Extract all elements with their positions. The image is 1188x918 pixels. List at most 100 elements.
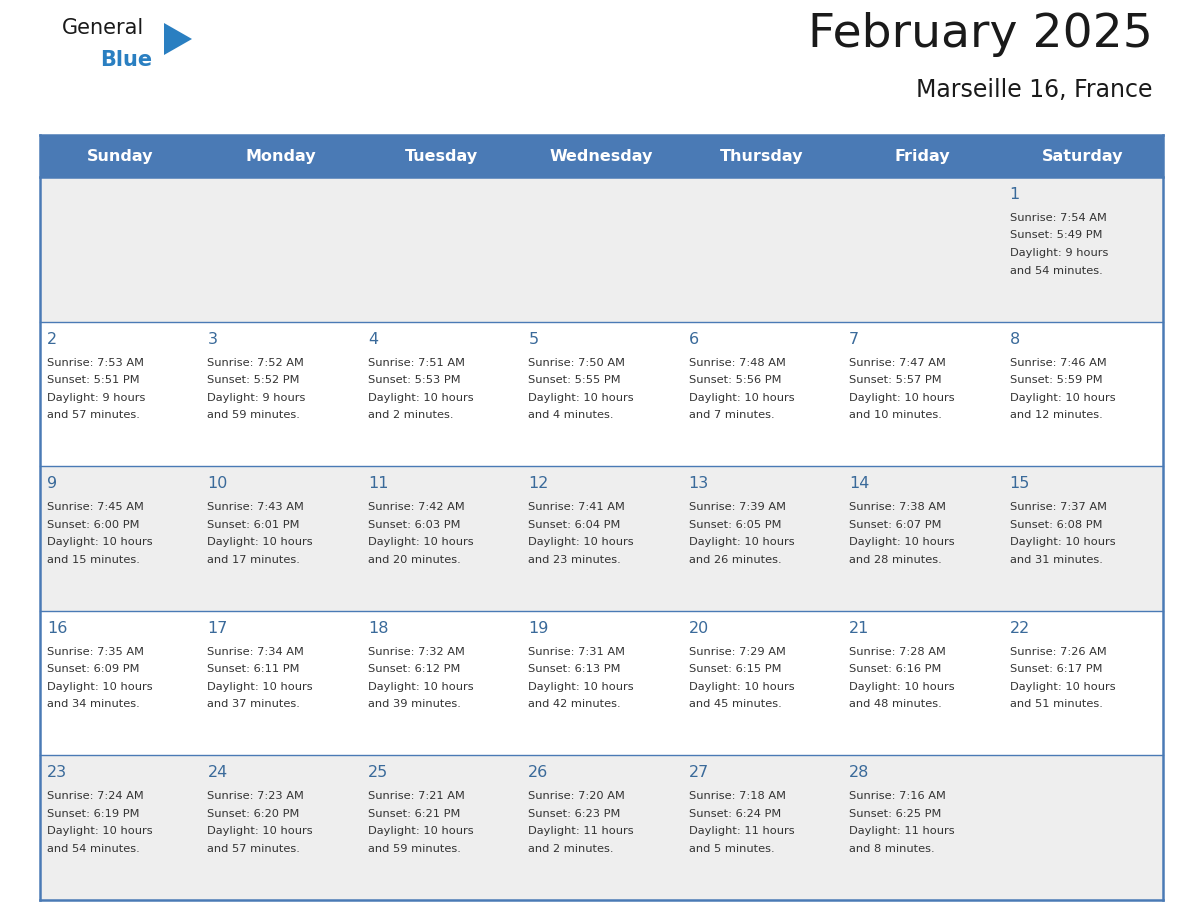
Text: Sunrise: 7:45 AM: Sunrise: 7:45 AM	[48, 502, 144, 512]
Text: Sunrise: 7:41 AM: Sunrise: 7:41 AM	[529, 502, 625, 512]
Text: Sunrise: 7:48 AM: Sunrise: 7:48 AM	[689, 358, 785, 367]
Text: Friday: Friday	[895, 149, 950, 163]
Text: Daylight: 10 hours: Daylight: 10 hours	[368, 682, 474, 692]
FancyBboxPatch shape	[40, 321, 1163, 466]
Text: 24: 24	[208, 766, 228, 780]
Text: Sunset: 6:12 PM: Sunset: 6:12 PM	[368, 665, 460, 675]
Text: Saturday: Saturday	[1042, 149, 1124, 163]
Text: 20: 20	[689, 621, 709, 636]
Text: Monday: Monday	[246, 149, 316, 163]
Text: and 48 minutes.: and 48 minutes.	[849, 700, 942, 710]
Text: and 34 minutes.: and 34 minutes.	[48, 700, 140, 710]
Text: Sunrise: 7:42 AM: Sunrise: 7:42 AM	[368, 502, 465, 512]
Text: Sunset: 6:08 PM: Sunset: 6:08 PM	[1010, 520, 1102, 530]
Text: 13: 13	[689, 476, 709, 491]
Text: 9: 9	[48, 476, 57, 491]
Text: February 2025: February 2025	[808, 12, 1154, 57]
Text: 28: 28	[849, 766, 870, 780]
FancyBboxPatch shape	[40, 177, 1163, 321]
Text: Marseille 16, France: Marseille 16, France	[916, 78, 1154, 102]
Text: and 59 minutes.: and 59 minutes.	[208, 410, 301, 420]
FancyBboxPatch shape	[40, 135, 1163, 177]
Text: and 10 minutes.: and 10 minutes.	[849, 410, 942, 420]
Text: Sunrise: 7:37 AM: Sunrise: 7:37 AM	[1010, 502, 1106, 512]
Text: Daylight: 10 hours: Daylight: 10 hours	[1010, 393, 1116, 403]
Text: Sunrise: 7:16 AM: Sunrise: 7:16 AM	[849, 791, 946, 801]
Text: 19: 19	[529, 621, 549, 636]
Text: Sunset: 6:05 PM: Sunset: 6:05 PM	[689, 520, 782, 530]
Text: Daylight: 10 hours: Daylight: 10 hours	[689, 682, 795, 692]
Text: 23: 23	[48, 766, 68, 780]
Text: Sunrise: 7:35 AM: Sunrise: 7:35 AM	[48, 647, 144, 656]
Text: Daylight: 9 hours: Daylight: 9 hours	[48, 393, 145, 403]
Text: Sunrise: 7:29 AM: Sunrise: 7:29 AM	[689, 647, 785, 656]
Text: and 59 minutes.: and 59 minutes.	[368, 844, 461, 854]
Text: and 8 minutes.: and 8 minutes.	[849, 844, 935, 854]
Text: Thursday: Thursday	[720, 149, 803, 163]
Text: and 28 minutes.: and 28 minutes.	[849, 554, 942, 565]
Text: Sunrise: 7:34 AM: Sunrise: 7:34 AM	[208, 647, 304, 656]
Text: Daylight: 10 hours: Daylight: 10 hours	[529, 393, 634, 403]
Text: Daylight: 10 hours: Daylight: 10 hours	[48, 826, 152, 836]
Text: and 4 minutes.: and 4 minutes.	[529, 410, 614, 420]
Text: and 54 minutes.: and 54 minutes.	[1010, 265, 1102, 275]
Text: Sunrise: 7:32 AM: Sunrise: 7:32 AM	[368, 647, 465, 656]
Text: Sunset: 6:04 PM: Sunset: 6:04 PM	[529, 520, 620, 530]
Text: Sunrise: 7:50 AM: Sunrise: 7:50 AM	[529, 358, 625, 367]
Text: Sunrise: 7:24 AM: Sunrise: 7:24 AM	[48, 791, 144, 801]
Text: and 45 minutes.: and 45 minutes.	[689, 700, 782, 710]
Text: Sunset: 5:55 PM: Sunset: 5:55 PM	[529, 375, 621, 385]
Text: and 20 minutes.: and 20 minutes.	[368, 554, 461, 565]
Polygon shape	[164, 23, 192, 55]
Text: Sunset: 5:59 PM: Sunset: 5:59 PM	[1010, 375, 1102, 385]
Text: 4: 4	[368, 331, 378, 347]
Text: Daylight: 10 hours: Daylight: 10 hours	[529, 682, 634, 692]
Text: Blue: Blue	[100, 50, 152, 70]
Text: Tuesday: Tuesday	[404, 149, 478, 163]
Text: Sunset: 6:21 PM: Sunset: 6:21 PM	[368, 809, 460, 819]
Text: Sunset: 6:20 PM: Sunset: 6:20 PM	[208, 809, 299, 819]
Text: 14: 14	[849, 476, 870, 491]
Text: Sunset: 6:17 PM: Sunset: 6:17 PM	[1010, 665, 1102, 675]
Text: Sunset: 6:03 PM: Sunset: 6:03 PM	[368, 520, 461, 530]
Text: and 37 minutes.: and 37 minutes.	[208, 700, 301, 710]
Text: Sunset: 6:01 PM: Sunset: 6:01 PM	[208, 520, 299, 530]
Text: Sunset: 5:53 PM: Sunset: 5:53 PM	[368, 375, 461, 385]
Text: 27: 27	[689, 766, 709, 780]
Text: Sunset: 5:49 PM: Sunset: 5:49 PM	[1010, 230, 1102, 241]
Text: Sunrise: 7:28 AM: Sunrise: 7:28 AM	[849, 647, 946, 656]
Text: Daylight: 10 hours: Daylight: 10 hours	[689, 393, 795, 403]
Text: 6: 6	[689, 331, 699, 347]
Text: Sunset: 6:15 PM: Sunset: 6:15 PM	[689, 665, 782, 675]
Text: Sunrise: 7:21 AM: Sunrise: 7:21 AM	[368, 791, 465, 801]
Text: and 17 minutes.: and 17 minutes.	[208, 554, 301, 565]
Text: Daylight: 10 hours: Daylight: 10 hours	[849, 682, 955, 692]
Text: 5: 5	[529, 331, 538, 347]
Text: Sunrise: 7:31 AM: Sunrise: 7:31 AM	[529, 647, 625, 656]
Text: Sunrise: 7:53 AM: Sunrise: 7:53 AM	[48, 358, 144, 367]
Text: 12: 12	[529, 476, 549, 491]
Text: 11: 11	[368, 476, 388, 491]
Text: Sunrise: 7:54 AM: Sunrise: 7:54 AM	[1010, 213, 1106, 223]
Text: Daylight: 10 hours: Daylight: 10 hours	[1010, 537, 1116, 547]
Text: Daylight: 10 hours: Daylight: 10 hours	[689, 537, 795, 547]
Text: Sunset: 5:57 PM: Sunset: 5:57 PM	[849, 375, 942, 385]
Text: Sunset: 6:07 PM: Sunset: 6:07 PM	[849, 520, 942, 530]
Text: Daylight: 10 hours: Daylight: 10 hours	[529, 537, 634, 547]
Text: Sunset: 6:00 PM: Sunset: 6:00 PM	[48, 520, 139, 530]
Text: 18: 18	[368, 621, 388, 636]
Text: Wednesday: Wednesday	[550, 149, 653, 163]
Text: and 57 minutes.: and 57 minutes.	[208, 844, 301, 854]
Text: Sunrise: 7:26 AM: Sunrise: 7:26 AM	[1010, 647, 1106, 656]
Text: and 57 minutes.: and 57 minutes.	[48, 410, 140, 420]
Text: Sunset: 6:25 PM: Sunset: 6:25 PM	[849, 809, 942, 819]
Text: Sunrise: 7:20 AM: Sunrise: 7:20 AM	[529, 791, 625, 801]
Text: Sunset: 6:09 PM: Sunset: 6:09 PM	[48, 665, 139, 675]
Text: 3: 3	[208, 331, 217, 347]
Text: and 7 minutes.: and 7 minutes.	[689, 410, 775, 420]
Text: 15: 15	[1010, 476, 1030, 491]
Text: Sunset: 6:24 PM: Sunset: 6:24 PM	[689, 809, 781, 819]
Text: Daylight: 9 hours: Daylight: 9 hours	[208, 393, 305, 403]
Text: Daylight: 10 hours: Daylight: 10 hours	[849, 393, 955, 403]
Text: Sunrise: 7:23 AM: Sunrise: 7:23 AM	[208, 791, 304, 801]
